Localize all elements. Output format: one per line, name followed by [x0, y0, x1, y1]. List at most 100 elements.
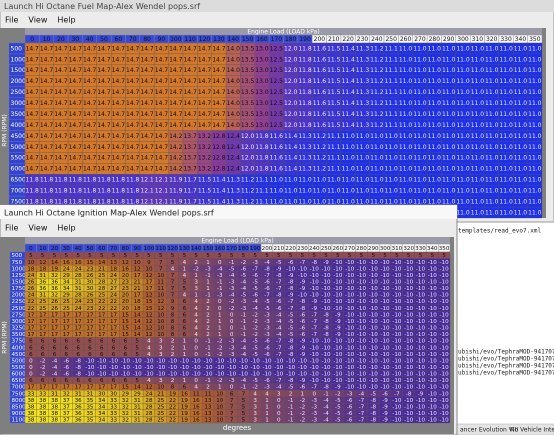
menu-item[interactable]: Help: [57, 224, 75, 233]
menu-item[interactable]: View: [28, 16, 47, 25]
cell-value: 11.8: [126, 198, 140, 205]
cell-value: 0: [277, 418, 281, 424]
cell-value: 6: [183, 306, 187, 312]
menu-item[interactable]: File: [5, 224, 18, 233]
cell-value: 5: [395, 253, 399, 259]
cell-value: 12.1: [155, 177, 169, 184]
cell-value: 14.7: [69, 166, 83, 173]
cell-value: 11.0: [385, 198, 399, 205]
row-label: 2250: [12, 299, 27, 305]
row-label: 1250: [12, 273, 27, 279]
cell-value: 0: [230, 385, 234, 391]
cell-value: 14.7: [212, 89, 226, 96]
cell-value: 11.0: [456, 111, 470, 118]
cell-value: 2: [171, 378, 175, 384]
cell-value: 11.0: [514, 122, 528, 129]
column-label: 120: [167, 246, 178, 252]
menu-item[interactable]: View: [28, 224, 47, 233]
cell-value: -10: [428, 306, 438, 312]
cell-value: -10: [321, 266, 331, 272]
cell-value: -10: [392, 372, 402, 378]
cell-value: -10: [321, 299, 331, 305]
cell-value: 13: [110, 260, 118, 266]
cell-value: 1: [183, 378, 187, 384]
cell-value: 14.7: [112, 56, 126, 63]
cell-value: -9: [288, 273, 294, 279]
cell-value: 11.2: [313, 155, 327, 162]
cell-value: 11.0: [428, 133, 442, 140]
cell-value: 11.0: [528, 56, 542, 63]
cell-value: -10: [392, 286, 402, 292]
cell-value: -5: [288, 385, 294, 391]
cell-value: 11.0: [471, 45, 485, 52]
cell-value: -5: [335, 411, 341, 417]
cell-value: 14.7: [155, 144, 169, 151]
cell-value: 11.0: [514, 111, 528, 118]
cell-value: -4: [241, 286, 247, 292]
cell-value: -10: [310, 372, 320, 378]
column-label: 20: [57, 36, 65, 43]
cell-value: 11.3: [298, 144, 312, 151]
cell-value: 31: [51, 391, 59, 397]
cell-value: -4: [323, 404, 329, 410]
column-label: 340: [427, 246, 438, 252]
cell-value: -9: [323, 260, 329, 266]
cell-value: 11.0: [413, 198, 427, 205]
menu-item[interactable]: File: [5, 16, 18, 25]
cell-value: 12.0: [284, 111, 298, 118]
cell-value: 12.0: [241, 144, 255, 151]
cell-value: -10: [345, 293, 355, 299]
cell-value: -10: [404, 365, 414, 371]
cell-value: 11.0: [442, 198, 456, 205]
cell-value: 12: [145, 319, 152, 325]
cell-value: -10: [416, 326, 426, 332]
cell-value: -10: [369, 293, 379, 299]
cell-value: -10: [416, 352, 426, 358]
cell-value: -5: [252, 286, 258, 292]
cell-value: -1: [288, 398, 294, 404]
cell-value: -6: [300, 332, 306, 338]
cell-value: 12.0: [284, 56, 298, 63]
cell-value: -10: [428, 372, 438, 378]
cell-value: 11.5: [198, 177, 212, 184]
cell-value: 5: [324, 253, 328, 259]
cell-value: -10: [286, 372, 296, 378]
cell-value: 7: [230, 411, 234, 417]
cell-value: 2: [206, 385, 210, 391]
fuel-window: Launch Hi Octane Fuel Map-Alex Wendel po…: [0, 0, 554, 223]
row-label: 4500: [12, 352, 27, 358]
cell-value: 17: [98, 312, 106, 318]
row-label: 7500: [12, 391, 27, 397]
cell-value: 0: [29, 365, 33, 371]
cell-value: 6: [88, 339, 92, 345]
cell-value: 20: [122, 299, 130, 305]
cell-value: 11.7: [183, 198, 197, 205]
cell-value: 17: [75, 326, 83, 332]
cell-value: 11.5: [198, 198, 212, 205]
cell-value: -10: [345, 273, 355, 279]
cell-value: -10: [404, 339, 414, 345]
cell-value: 7: [230, 398, 234, 404]
cell-value: 11.0: [528, 100, 542, 107]
cell-value: 11.8: [69, 177, 83, 184]
row-label: 750: [12, 260, 23, 266]
row-label: 3500: [11, 111, 26, 118]
cell-value: -3: [217, 293, 223, 299]
cell-value: 16: [75, 260, 83, 266]
terminal-line: templates/read_evo7.xml: [458, 228, 541, 235]
cell-value: -10: [321, 372, 331, 378]
cell-value: -10: [333, 365, 343, 371]
cell-value: 28: [98, 279, 106, 285]
cell-value: 31: [134, 404, 142, 410]
cell-value: -10: [369, 299, 379, 305]
cell-value: -10: [392, 273, 402, 279]
cell-value: 14.7: [112, 89, 126, 96]
menu-item[interactable]: Help: [57, 16, 75, 25]
cell-value: 14.7: [83, 111, 97, 118]
cell-value: 5: [242, 404, 246, 410]
cell-value: 11.0: [356, 166, 370, 173]
cell-value: -9: [335, 312, 341, 318]
cell-value: 0: [277, 411, 281, 417]
cell-value: -10: [404, 286, 414, 292]
cell-value: 14.7: [198, 111, 212, 118]
